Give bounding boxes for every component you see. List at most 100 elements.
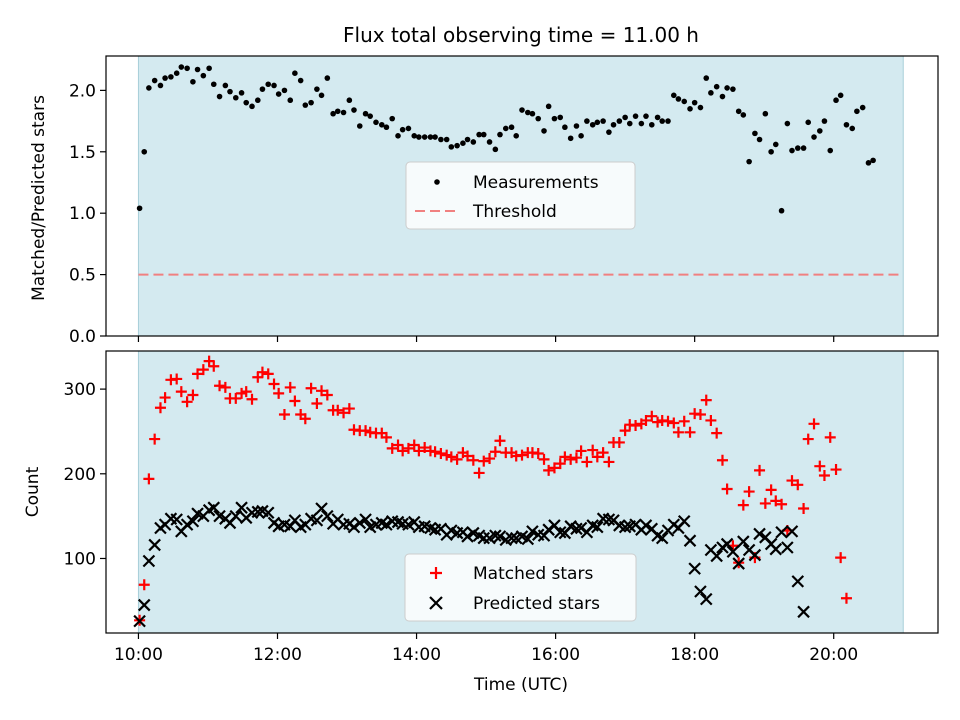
matched-stars-point: [721, 483, 733, 495]
matched-stars-point: [332, 404, 344, 416]
measurement-point: [190, 78, 196, 85]
measurement-point: [492, 146, 499, 153]
predicted-stars-point: [180, 518, 194, 531]
predicted-stars-point: [737, 535, 750, 548]
measurement-point: [287, 97, 294, 104]
measurement-point: [206, 65, 212, 72]
matched-stars-point: [684, 426, 696, 438]
legend-measurements-label: Measurements: [473, 173, 599, 193]
measurement-point: [535, 115, 542, 122]
matched-stars-point: [380, 431, 392, 443]
matched-stars-point: [776, 498, 788, 510]
matched-stars-point: [830, 464, 842, 476]
bottom-legend: Matched stars Predicted stars: [404, 553, 637, 622]
matched-stars-point: [397, 445, 409, 457]
measurement-point: [443, 136, 450, 143]
measurement-point: [870, 157, 876, 164]
matched-stars-point: [570, 452, 582, 464]
matched-stars-point: [630, 420, 642, 432]
matched-stars-point: [705, 414, 717, 426]
predicted-stars-point: [142, 554, 156, 568]
measurement-point: [151, 77, 158, 84]
measurement-point: [508, 124, 515, 131]
measurement-point: [670, 92, 677, 99]
measurement-point: [421, 134, 428, 140]
measurement-point: [854, 108, 860, 115]
matched-stars-point: [646, 410, 658, 422]
predicted-stars-point: [521, 532, 535, 546]
measurement-point: [432, 134, 438, 140]
matched-stars-point: [311, 398, 323, 410]
measurement-point: [302, 102, 309, 108]
measurement-point: [740, 112, 747, 118]
predicted-stars-point: [591, 520, 604, 534]
matched-stars-point: [672, 426, 684, 438]
measurement-point: [562, 124, 568, 131]
measurement-point: [638, 120, 645, 127]
measurement-point: [654, 114, 661, 121]
measurement-point: [146, 85, 152, 91]
predicted-stars-point: [775, 525, 788, 539]
measurement-point: [157, 82, 164, 89]
measurement-point: [665, 118, 671, 124]
predicted-stars-point: [461, 530, 474, 543]
measurement-point: [859, 104, 866, 111]
measurement-point: [438, 136, 444, 143]
predicted-stars-point: [726, 545, 740, 558]
matched-stars-point: [489, 446, 501, 458]
matched-stars-point: [219, 381, 231, 393]
predicted-stars-point: [359, 513, 372, 526]
predicted-stars-point: [797, 605, 810, 619]
measurement-point: [606, 129, 612, 135]
measurement-point: [746, 158, 752, 165]
measurement-point: [194, 66, 201, 73]
predicted-stars-point: [781, 541, 794, 554]
matched-stars-point: [591, 451, 603, 463]
measurement-point: [265, 81, 272, 88]
matched-stars-point: [770, 495, 782, 507]
matched-stars-point: [402, 442, 414, 454]
measurement-point: [486, 139, 493, 145]
measurement-point: [168, 74, 174, 80]
measurement-point: [578, 133, 584, 139]
predicted-stars-point: [251, 505, 265, 519]
legend-predicted-label: Predicted stars: [473, 594, 600, 614]
predicted-stars-point: [655, 531, 669, 545]
matched-stars-point: [268, 378, 280, 390]
predicted-stars-point: [207, 501, 221, 514]
measurement-point: [567, 135, 574, 142]
matched-stars-point: [143, 473, 155, 485]
matched-stars-point: [299, 413, 311, 425]
measurement-point: [772, 141, 779, 148]
measurement-point: [460, 140, 466, 146]
matched-stars-point: [814, 460, 826, 472]
predicted-stars-point: [489, 529, 502, 542]
x-tick-label: 12:00: [253, 645, 302, 665]
predicted-stars-point: [748, 548, 762, 562]
measurement-point: [752, 130, 758, 137]
measurement-point: [173, 70, 180, 76]
matched-stars-point: [494, 435, 506, 447]
matched-stars-point: [581, 456, 593, 468]
measurement-point: [367, 113, 374, 119]
measurement-point: [405, 125, 412, 132]
predicted-stars-point: [677, 514, 691, 528]
measurement-point: [454, 142, 460, 149]
matched-stars-point: [565, 453, 577, 465]
measurement-point: [849, 125, 856, 132]
measurement-point: [470, 139, 477, 145]
predicted-stars-point: [553, 525, 567, 539]
predicted-stars-point: [769, 542, 783, 556]
legend-measurements-marker: [434, 179, 440, 185]
legend-threshold-label: Threshold: [472, 202, 557, 222]
measurement-point: [584, 118, 590, 124]
legend-predicted-marker: [429, 596, 443, 610]
matched-stars-point: [587, 444, 599, 456]
measurement-point: [243, 99, 250, 106]
matched-stars-point: [818, 469, 830, 481]
predicted-stars-point: [353, 516, 367, 530]
measurement-point: [524, 109, 531, 116]
measurement-point: [297, 77, 304, 84]
measurement-point: [600, 118, 606, 124]
